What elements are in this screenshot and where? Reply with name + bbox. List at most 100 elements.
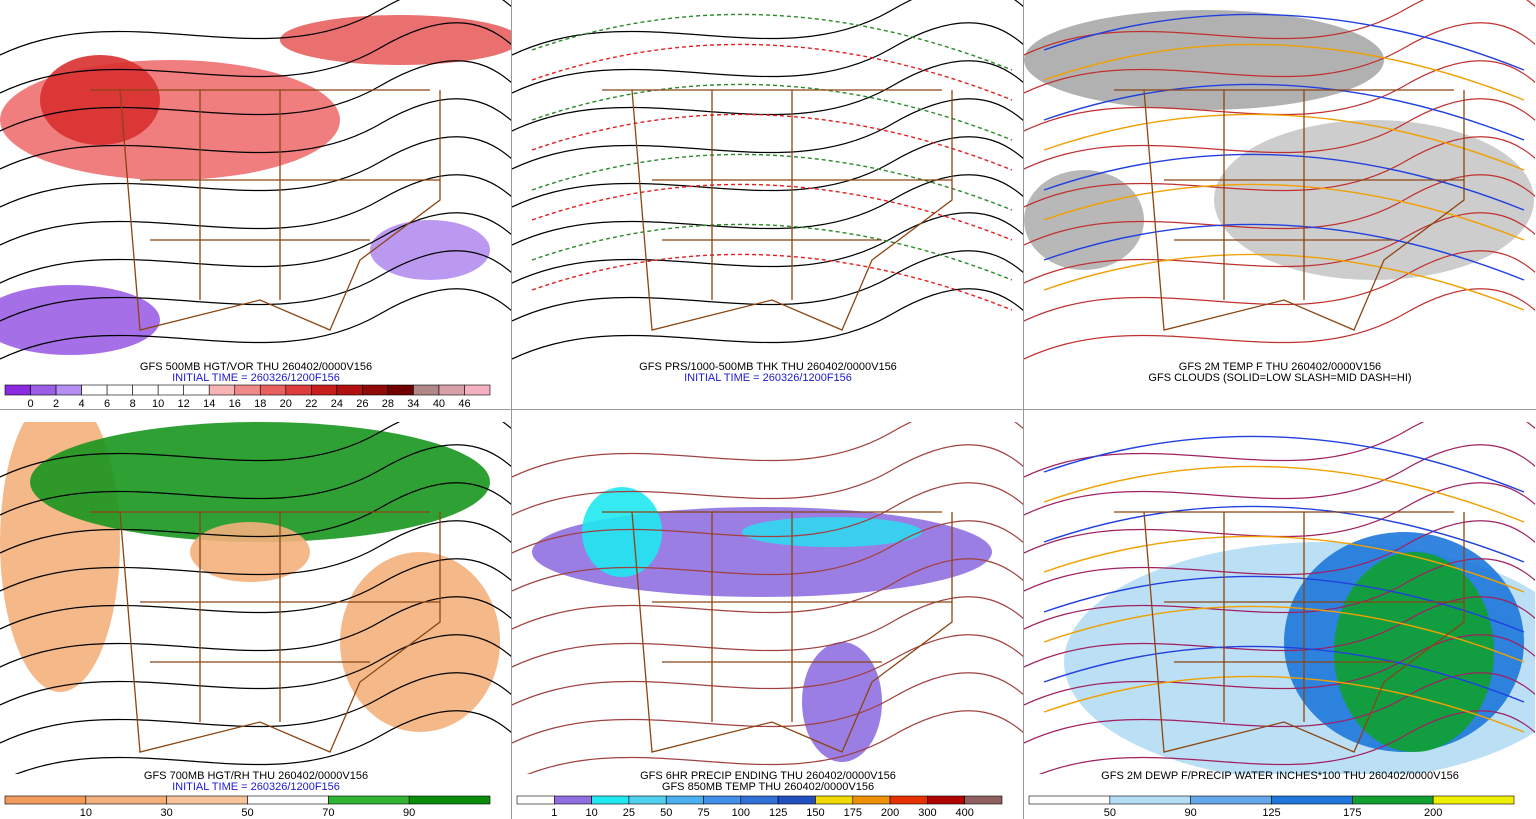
contour bbox=[531, 83, 1013, 141]
contour bbox=[531, 223, 1013, 281]
colorbar-box bbox=[1028, 795, 1111, 805]
colorbar-label: 100 bbox=[732, 807, 750, 819]
colorbar-box bbox=[311, 384, 338, 396]
colorbar-box bbox=[927, 795, 965, 805]
contour bbox=[0, 0, 511, 56]
shaded-area bbox=[280, 15, 511, 65]
borders bbox=[602, 511, 953, 753]
colorbar-box bbox=[4, 384, 31, 396]
contour bbox=[1024, 482, 1535, 554]
colorbar-box bbox=[1109, 795, 1191, 805]
panel: GFS PRS/1000-500MB THK THU 260402/0000V1… bbox=[512, 0, 1023, 384]
colorbar-box bbox=[438, 384, 465, 396]
contour bbox=[512, 520, 1023, 592]
colorbar-box bbox=[166, 795, 248, 805]
contour bbox=[1043, 113, 1525, 171]
colorbar-label: 10 bbox=[80, 807, 92, 819]
contour bbox=[1024, 672, 1535, 744]
colorbar-label: 50 bbox=[241, 807, 253, 819]
colorbar-box bbox=[183, 384, 210, 396]
colorbar-label: 75 bbox=[697, 807, 709, 819]
colorbar-label: 400 bbox=[956, 807, 974, 819]
colorbar-box bbox=[30, 384, 57, 396]
colorbar-box bbox=[106, 384, 133, 396]
colorbar-label: 10 bbox=[152, 398, 164, 410]
colorbar-label: 6 bbox=[104, 398, 110, 410]
contour bbox=[1024, 22, 1535, 94]
colorbar-label: 46 bbox=[458, 398, 470, 410]
shaded-area bbox=[40, 55, 160, 145]
colorbar-label: 8 bbox=[130, 398, 136, 410]
caption: GFS 500MB HGT/VOR THU 260402/0000V156 bbox=[140, 361, 372, 373]
map bbox=[512, 422, 1023, 774]
contour bbox=[512, 250, 1023, 322]
colorbar-box bbox=[591, 795, 630, 805]
colorbar-box bbox=[132, 384, 159, 396]
contour bbox=[512, 444, 1023, 516]
colorbar-label: 16 bbox=[229, 398, 241, 410]
shaded-area bbox=[582, 487, 662, 577]
contour bbox=[1043, 253, 1525, 311]
colorbar-box bbox=[336, 384, 363, 396]
colorbar-box bbox=[413, 384, 440, 396]
contour bbox=[1043, 675, 1525, 733]
colorbar-box bbox=[665, 795, 704, 805]
contour bbox=[1043, 223, 1525, 281]
colorbar-box bbox=[554, 795, 592, 805]
contour bbox=[1024, 558, 1535, 630]
colorbar-label: 125 bbox=[1262, 807, 1280, 819]
contour bbox=[1024, 634, 1535, 706]
colorbar-label: 90 bbox=[403, 807, 415, 819]
colorbar-label: 200 bbox=[1424, 807, 1442, 819]
colorbar-label: 40 bbox=[433, 398, 445, 410]
contour bbox=[531, 43, 1013, 101]
caption: INITIAL TIME = 260326/1200F156 bbox=[172, 372, 340, 384]
colorbar-box bbox=[55, 384, 82, 396]
contour bbox=[1024, 60, 1535, 132]
contour bbox=[1043, 535, 1525, 593]
colorbar-label: 125 bbox=[769, 807, 787, 819]
contour bbox=[512, 136, 1023, 208]
contour bbox=[0, 136, 511, 208]
shaded-area bbox=[1024, 170, 1144, 270]
caption: INITIAL TIME = 260326/1200F156 bbox=[172, 781, 340, 793]
shaded-area bbox=[802, 642, 882, 762]
contour bbox=[512, 60, 1023, 132]
colorbar-box bbox=[208, 384, 236, 396]
shaded-area bbox=[1024, 10, 1384, 110]
colorbar-label: 90 bbox=[1185, 807, 1197, 819]
colorbar-box bbox=[328, 795, 410, 805]
contour bbox=[1024, 596, 1535, 668]
shaded-area bbox=[1214, 120, 1534, 280]
contour bbox=[1043, 645, 1525, 703]
colorbar-box bbox=[889, 795, 928, 805]
contour bbox=[0, 174, 511, 246]
panel: GFS 6HR PRECIP ENDING THU 260402/0000V15… bbox=[512, 422, 1023, 819]
contour bbox=[0, 422, 511, 478]
colorbar-box bbox=[81, 384, 108, 396]
colorbar-box bbox=[852, 795, 891, 805]
map bbox=[512, 0, 1023, 363]
contour bbox=[512, 0, 1023, 56]
contour bbox=[531, 253, 1013, 311]
contour bbox=[0, 634, 511, 706]
contour bbox=[527, 710, 1023, 774]
contour bbox=[0, 288, 511, 360]
caption: INITIAL TIME = 260326/1200F156 bbox=[684, 372, 852, 384]
colorbar-box bbox=[628, 795, 667, 805]
colorbar-label: 26 bbox=[356, 398, 368, 410]
contour bbox=[1024, 288, 1535, 360]
contour bbox=[1024, 174, 1535, 246]
contour bbox=[1043, 83, 1525, 141]
colorbar-label: 20 bbox=[280, 398, 292, 410]
contour bbox=[0, 444, 511, 516]
colorbar-box bbox=[387, 384, 414, 396]
caption: GFS 700MB HGT/RH THU 260402/0000V156 bbox=[144, 770, 368, 782]
contour bbox=[512, 212, 1023, 284]
contour bbox=[512, 288, 1023, 360]
contour bbox=[1043, 183, 1525, 241]
map bbox=[0, 0, 511, 363]
colorbar-label: 2 bbox=[53, 398, 59, 410]
colorbar-box bbox=[516, 795, 555, 805]
